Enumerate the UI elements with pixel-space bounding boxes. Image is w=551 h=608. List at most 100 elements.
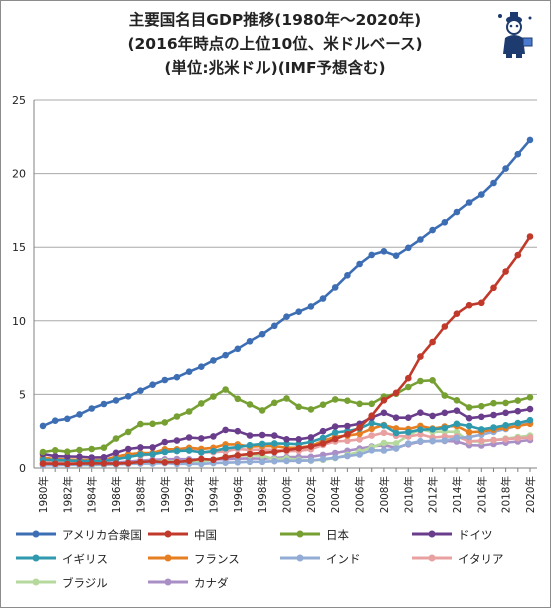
x-tick-label: 2006年	[354, 476, 367, 513]
x-tick-label: 2016年	[475, 476, 488, 513]
data-point	[368, 432, 376, 439]
data-point	[307, 443, 315, 450]
x-tick-label: 1980年	[37, 476, 50, 513]
legend-item-uk: イギリス	[14, 550, 144, 568]
data-point	[465, 414, 473, 422]
data-point	[429, 437, 436, 445]
data-point	[222, 459, 229, 467]
legend-label-japan: 日本	[326, 528, 349, 542]
data-point	[88, 460, 95, 467]
data-point	[258, 330, 266, 338]
data-point	[441, 409, 449, 417]
data-point	[271, 440, 278, 447]
data-point	[392, 425, 400, 432]
x-tick-label: 1982年	[61, 476, 74, 513]
data-point	[39, 460, 47, 467]
data-point	[295, 445, 303, 452]
legend-swatch-brazil	[16, 578, 56, 586]
data-point	[417, 377, 424, 385]
data-point	[392, 389, 400, 397]
data-point	[502, 409, 509, 417]
data-point	[124, 445, 132, 453]
y-tick-label: 10	[12, 315, 26, 328]
data-point	[490, 284, 497, 292]
data-point	[149, 420, 156, 428]
data-point	[417, 431, 424, 438]
legend-swatch-france	[148, 554, 188, 562]
chart-title: 主要国名目GDP推移(1980年～2020年) (2016年時点の上位10位、米…	[60, 8, 490, 80]
data-point	[331, 423, 339, 430]
legend-swatch-uk	[16, 554, 56, 562]
data-point	[344, 431, 351, 438]
legend-swatch-germany	[412, 530, 452, 538]
data-point	[478, 437, 485, 445]
legend-item-japan: 日本	[278, 526, 408, 544]
data-point	[295, 308, 303, 316]
series-1	[39, 233, 534, 468]
data-point	[526, 434, 534, 441]
data-point	[502, 436, 509, 443]
x-tick-label: 2008年	[378, 476, 391, 513]
data-point	[405, 440, 412, 447]
data-point	[258, 458, 266, 466]
data-point	[319, 401, 327, 409]
data-point	[453, 420, 461, 428]
data-point	[490, 411, 497, 419]
data-point	[100, 444, 108, 452]
data-point	[161, 376, 169, 384]
legend-label-italy: イタリア	[458, 552, 504, 566]
data-point	[283, 457, 290, 465]
data-point	[271, 432, 278, 439]
data-point	[392, 429, 400, 437]
data-point	[453, 208, 461, 216]
data-point	[76, 460, 83, 467]
data-point	[331, 284, 339, 291]
data-point	[222, 386, 229, 393]
data-point	[210, 456, 217, 464]
data-point	[465, 422, 473, 430]
data-point	[319, 427, 327, 435]
data-point	[368, 400, 376, 408]
data-point	[392, 252, 400, 259]
legend-label-china: 中国	[194, 528, 217, 542]
data-point	[210, 433, 217, 440]
data-point	[490, 179, 497, 187]
y-tick-label: 0	[19, 462, 26, 475]
data-point	[39, 448, 47, 456]
data-point	[514, 150, 522, 158]
data-point	[210, 357, 217, 364]
data-point	[161, 419, 169, 426]
data-point	[271, 448, 278, 456]
x-tick-label: 1996年	[232, 476, 245, 513]
legend-swatch-japan	[280, 530, 320, 538]
x-tick-label: 1984年	[86, 476, 99, 513]
data-point	[88, 454, 95, 461]
data-point	[234, 345, 242, 353]
data-point	[356, 436, 363, 443]
legend-label-canada: カナダ	[194, 576, 229, 590]
data-point	[502, 399, 509, 407]
legend: アメリカ合衆国 中国 日本 ドイツ イギリス フランス インド イタリア ブラジ…	[14, 526, 544, 602]
data-point	[319, 434, 327, 442]
data-point	[319, 455, 327, 463]
data-point	[173, 413, 181, 420]
data-point	[526, 394, 534, 401]
data-point	[234, 395, 242, 403]
data-point	[465, 301, 473, 309]
mascot-logo-icon	[498, 12, 533, 58]
data-point	[112, 449, 120, 457]
data-point	[405, 414, 412, 422]
legend-item-canada: カナダ	[146, 574, 276, 592]
data-point	[51, 460, 59, 468]
legend-item-brazil: ブラジル	[14, 574, 144, 592]
x-tick-label: 2010年	[402, 476, 415, 513]
data-point	[526, 136, 534, 144]
data-point	[76, 446, 83, 454]
x-tick-label: 1994年	[207, 476, 220, 513]
data-point	[465, 433, 473, 441]
legend-swatch-china	[148, 530, 188, 538]
data-point	[429, 338, 436, 346]
data-point	[51, 447, 59, 454]
tick-labels: 0 5 10 15 20 25 1980年 1982年 1984年 1986年 1988年 1990年…	[12, 94, 537, 513]
data-point	[283, 313, 290, 321]
